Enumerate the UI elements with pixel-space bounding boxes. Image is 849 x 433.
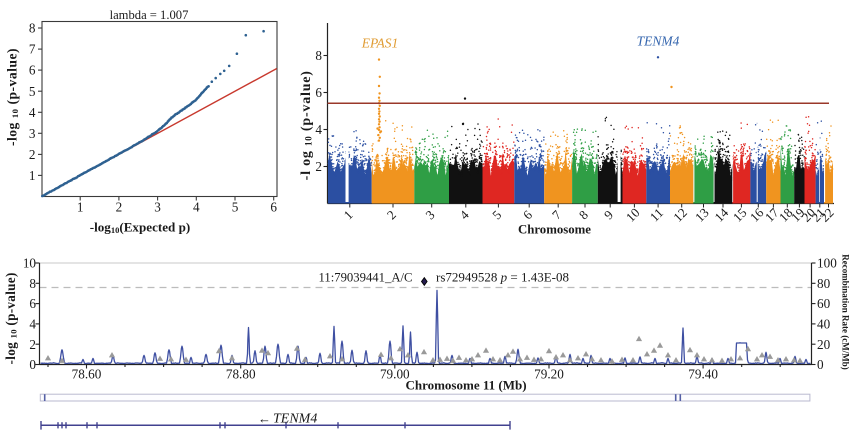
svg-text:11:79039441_A/C: 11:79039441_A/C (319, 271, 413, 285)
svg-text:2: 2 (116, 200, 123, 215)
svg-text:11: 11 (647, 205, 666, 224)
svg-text:80: 80 (817, 276, 831, 291)
svg-text:100: 100 (817, 256, 837, 271)
svg-text:12: 12 (670, 205, 690, 225)
svg-text:9: 9 (601, 207, 616, 222)
svg-text:8: 8 (315, 48, 322, 63)
svg-text:-log 10 (p-value): -log 10 (p-value) (5, 48, 21, 146)
svg-text:4: 4 (315, 122, 322, 137)
svg-text:6: 6 (29, 63, 36, 78)
svg-text:rs72949528 p = 1.43E-08: rs72949528 p = 1.43E-08 (436, 270, 569, 285)
svg-text:5: 5 (232, 200, 239, 215)
svg-text:7: 7 (29, 42, 36, 57)
svg-text:10: 10 (623, 205, 643, 225)
svg-text:6: 6 (520, 207, 536, 223)
svg-text:2: 2 (315, 159, 322, 174)
svg-text:4: 4 (457, 207, 473, 223)
svg-text:-l og 10 (p-value): -l og 10 (p-value) (299, 70, 314, 180)
svg-text:1: 1 (77, 200, 84, 215)
svg-text:TENM4: TENM4 (637, 34, 680, 49)
svg-text:5: 5 (489, 207, 504, 222)
svg-text:TENM4: TENM4 (273, 412, 317, 427)
svg-text:1: 1 (29, 168, 36, 183)
svg-text:1: 1 (341, 207, 356, 222)
svg-text:79.00: 79.00 (380, 367, 410, 382)
svg-text:←: ← (258, 411, 271, 426)
svg-text:78.80: 78.80 (226, 367, 256, 382)
svg-text:Recombination Rate (cM/Mb): Recombination Rate (cM/Mb) (841, 254, 849, 369)
svg-text:3: 3 (29, 126, 36, 141)
svg-text:10: 10 (23, 256, 37, 271)
svg-text:2: 2 (384, 207, 399, 222)
svg-text:4: 4 (29, 105, 36, 120)
svg-text:lambda = 1.007: lambda = 1.007 (110, 8, 189, 22)
svg-text:Chromosome 11 (Mb): Chromosome 11 (Mb) (405, 378, 526, 393)
svg-text:8: 8 (29, 276, 36, 291)
svg-text:40: 40 (817, 317, 831, 332)
svg-text:6: 6 (315, 85, 322, 100)
svg-text:6: 6 (270, 200, 277, 215)
svg-text:79.20: 79.20 (534, 367, 564, 382)
svg-text:-log10(Expected p): -log10(Expected p) (90, 220, 191, 236)
svg-text:8: 8 (29, 21, 36, 36)
svg-text:2: 2 (29, 147, 36, 162)
svg-text:7: 7 (549, 207, 565, 223)
svg-text:5: 5 (29, 84, 36, 99)
svg-text:60: 60 (817, 296, 831, 311)
svg-text:-log 10 (p-value): -log 10 (p-value) (3, 272, 19, 364)
svg-text:78.60: 78.60 (72, 367, 102, 382)
svg-text:14: 14 (711, 205, 731, 225)
svg-text:3: 3 (422, 207, 437, 222)
svg-text:4: 4 (193, 200, 200, 215)
svg-text:79.40: 79.40 (688, 367, 718, 382)
svg-text:20: 20 (817, 337, 831, 352)
svg-text:Chromosome: Chromosome (518, 223, 591, 237)
svg-text:8: 8 (576, 207, 591, 222)
svg-text:13: 13 (692, 205, 712, 225)
svg-text:4: 4 (29, 317, 36, 332)
svg-text:2: 2 (29, 337, 36, 352)
svg-text:0: 0 (29, 357, 36, 372)
svg-text:EPAS1: EPAS1 (361, 36, 399, 51)
svg-text:0: 0 (817, 357, 824, 372)
svg-text:6: 6 (29, 296, 36, 311)
svg-text:3: 3 (154, 200, 161, 215)
